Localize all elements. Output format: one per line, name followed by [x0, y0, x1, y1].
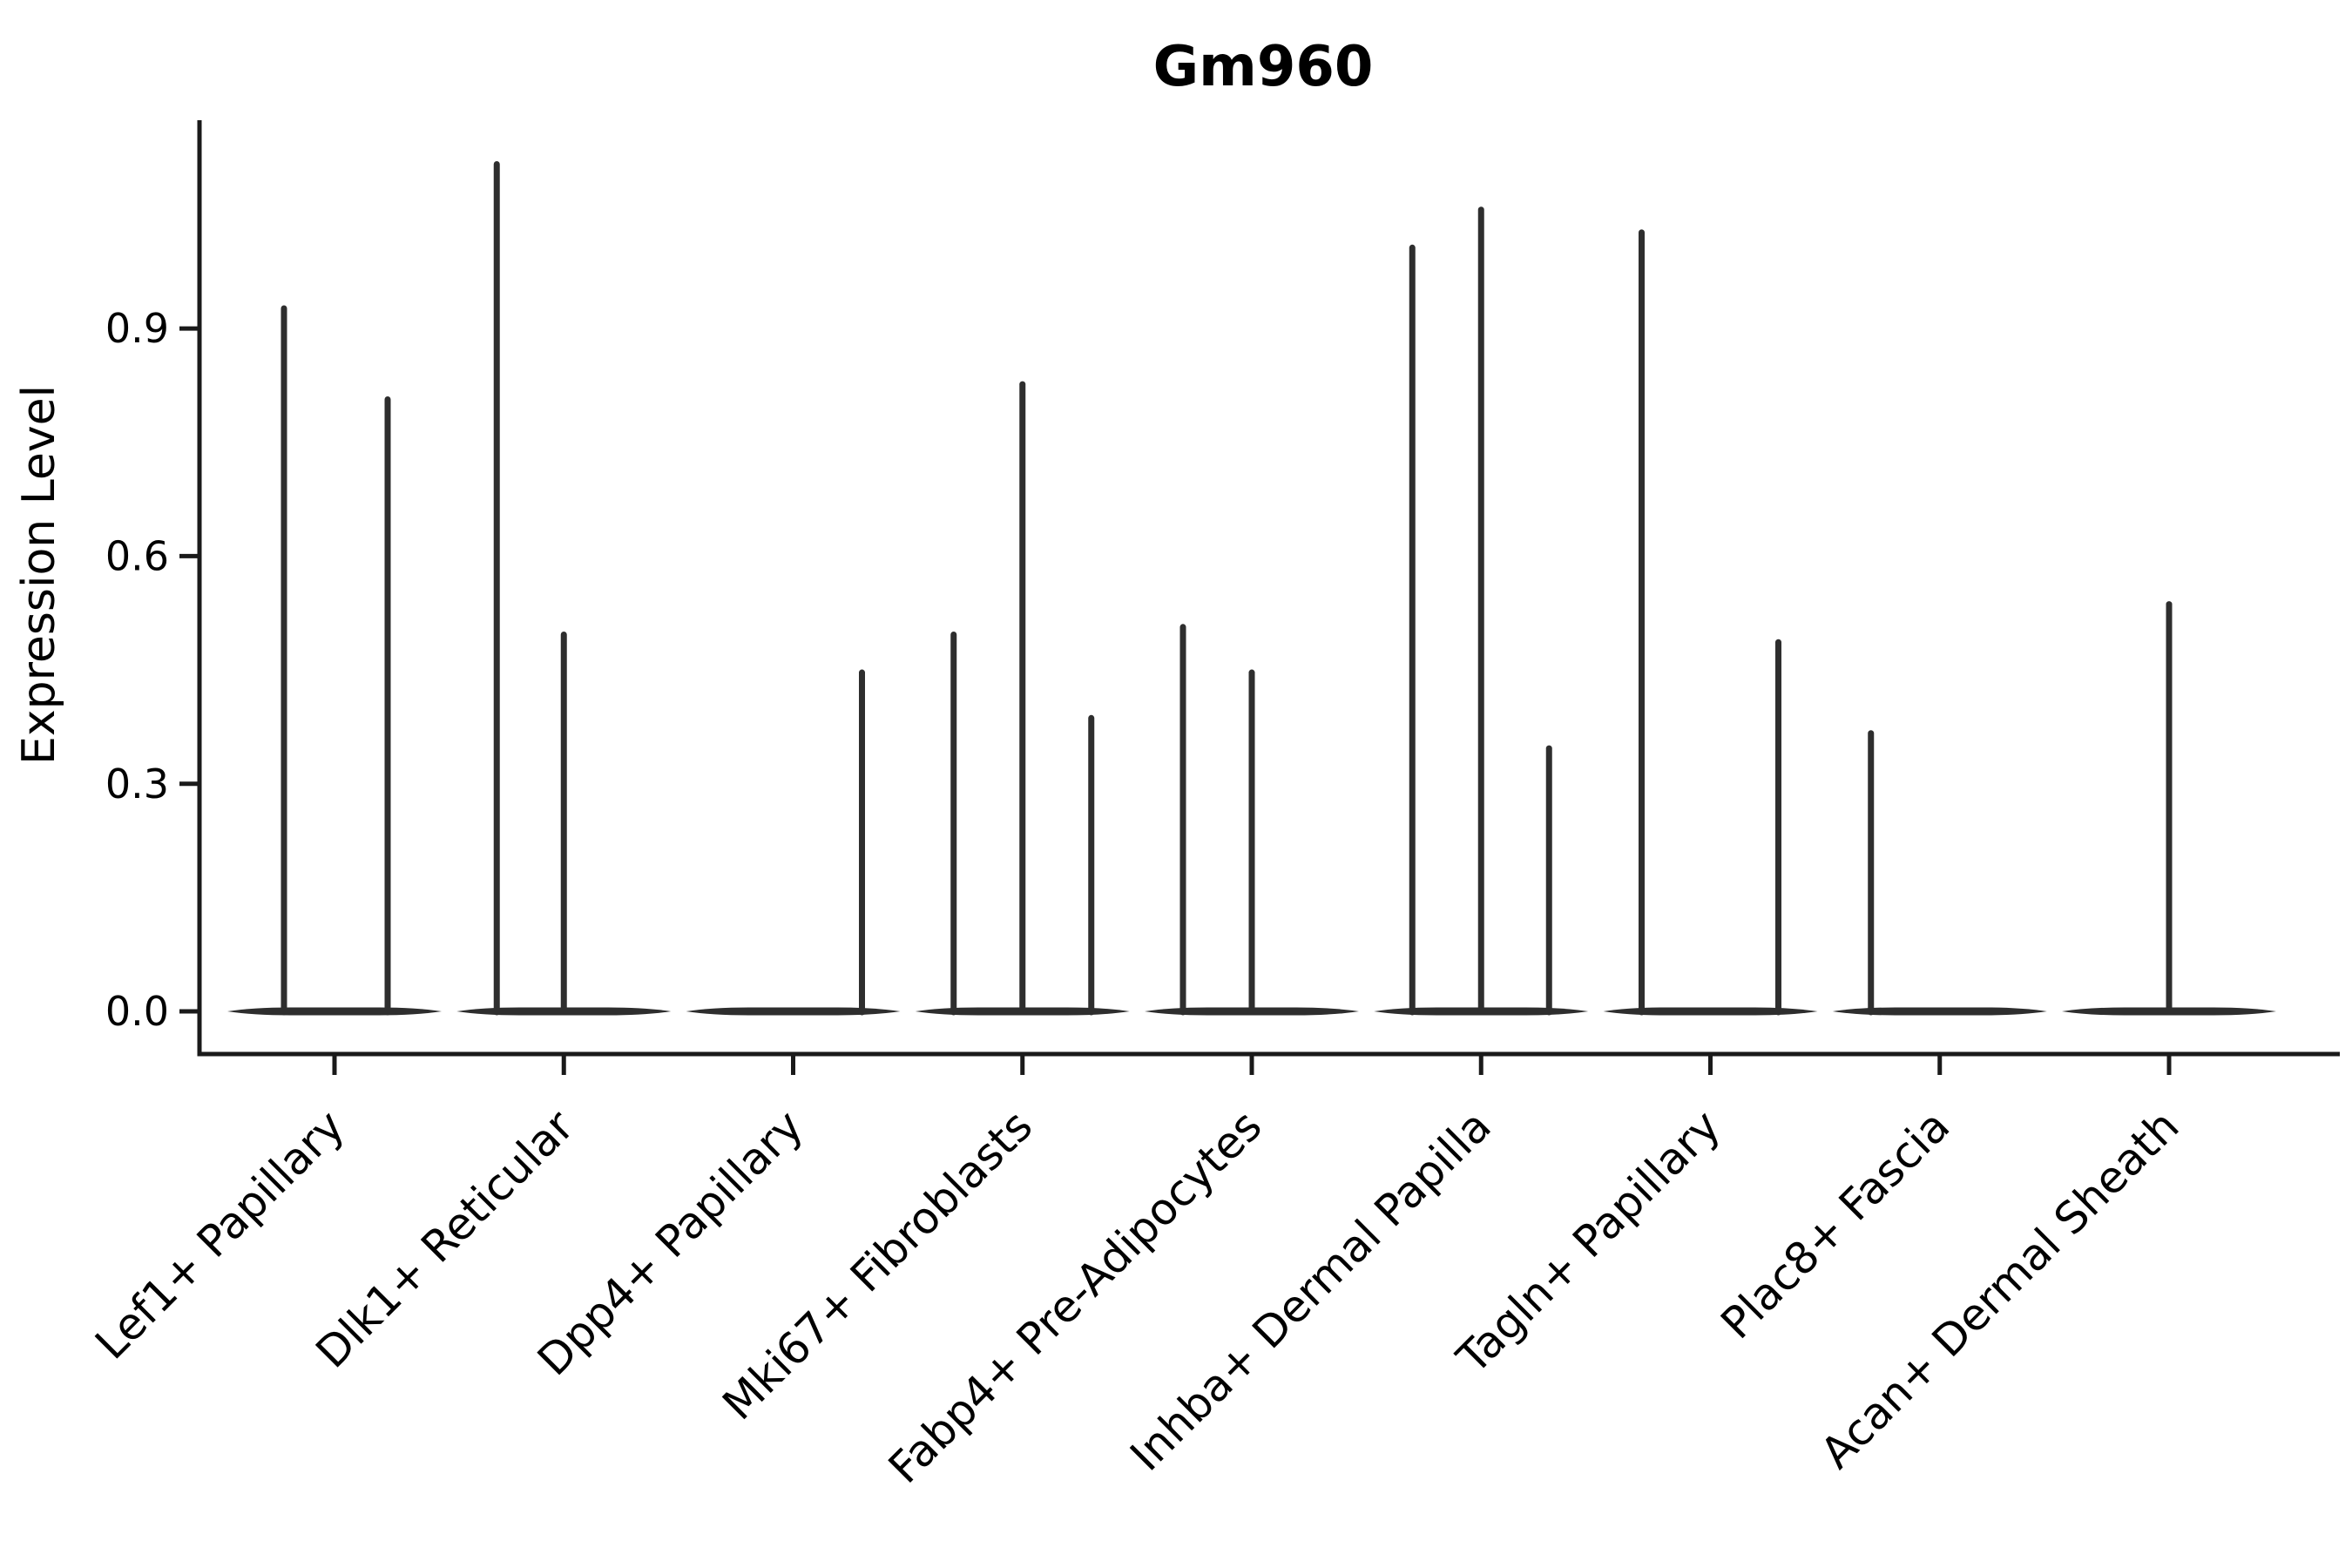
- y-tick-label: 0.0: [105, 988, 169, 1035]
- violin-baseline: [686, 1007, 901, 1016]
- x-category-label: Plac8+ Fascia: [1712, 1100, 1960, 1348]
- x-category-label: Fabp4+ Pre-Adipocytes: [879, 1100, 1272, 1493]
- y-tick-label: 0.3: [105, 760, 169, 808]
- violin-baseline: [1603, 1007, 1818, 1016]
- y-tick-label: 0.6: [105, 533, 169, 580]
- y-axis-label: Expression Level: [13, 385, 65, 765]
- violin-baseline: [1832, 1007, 2047, 1016]
- violin-baseline: [227, 1007, 442, 1016]
- chart-title: Gm960: [1153, 35, 1374, 99]
- x-category-label: Lef1+ Papillary: [85, 1100, 354, 1369]
- y-tick-label: 0.9: [105, 305, 169, 352]
